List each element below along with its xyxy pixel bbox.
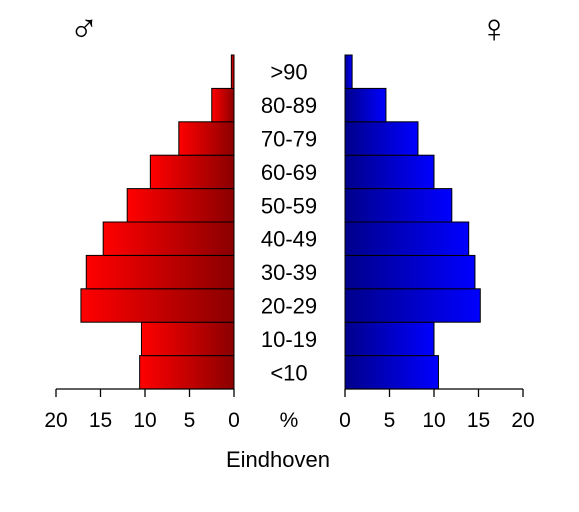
age-label-6: 60-69 — [261, 160, 317, 185]
chart-title: Eindhoven — [226, 447, 330, 472]
female-bar-3 — [344, 254, 476, 290]
male-bar-3 — [85, 254, 235, 290]
age-label-2: 20-29 — [261, 294, 317, 319]
age-group-labels: <10 10-19 20-29 30-39 40-49 50-59 60-69 70-79 80… — [261, 60, 317, 386]
female-bar-2 — [344, 288, 481, 323]
male-tick-label-0: 20 — [44, 409, 67, 432]
female-bar-4 — [344, 221, 470, 256]
age-label-4: 40-49 — [261, 227, 317, 252]
female-tick-label-0: 20 — [511, 409, 534, 432]
female-bar-6 — [344, 154, 435, 190]
female-symbol-icon: ♀ — [479, 7, 509, 51]
male-bar-0 — [139, 355, 235, 390]
age-label-1: 10-19 — [261, 327, 317, 352]
male-bars — [80, 54, 235, 390]
male-tick-label-3: 5 — [184, 409, 196, 432]
male-symbol-icon: ♂ — [69, 7, 99, 51]
male-tick-label-4: 0 — [228, 409, 240, 432]
female-tick-label-2: 10 — [422, 409, 445, 432]
female-x-axis: 20 15 10 5 0 — [339, 388, 535, 432]
age-label-9: >90 — [270, 60, 307, 85]
female-bars — [344, 54, 481, 390]
age-label-8: 80-89 — [261, 93, 317, 118]
male-x-axis: 20 15 10 5 0 — [44, 388, 240, 432]
male-bar-4 — [102, 221, 235, 256]
male-bar-1 — [140, 321, 235, 357]
male-tick-label-1: 15 — [89, 409, 112, 432]
male-bar-6 — [149, 154, 235, 190]
female-tick-label-3: 5 — [384, 409, 396, 432]
male-bar-5 — [126, 188, 235, 223]
male-bar-8 — [211, 87, 235, 123]
male-bar-2 — [80, 288, 235, 323]
female-bar-1 — [344, 321, 435, 357]
female-bar-0 — [344, 355, 439, 390]
female-tick-label-4: 0 — [339, 409, 351, 432]
age-label-3: 30-39 — [261, 260, 317, 285]
female-bar-9 — [344, 54, 353, 89]
male-bar-7 — [178, 121, 235, 156]
male-bar-9 — [230, 54, 235, 89]
age-label-7: 70-79 — [261, 127, 317, 152]
age-label-0: <10 — [270, 360, 307, 385]
female-bar-7 — [344, 121, 419, 156]
female-bar-8 — [344, 87, 387, 123]
age-label-5: 50-59 — [261, 193, 317, 218]
female-tick-label-1: 15 — [467, 409, 490, 432]
male-tick-label-2: 10 — [133, 409, 156, 432]
percent-label: % — [280, 409, 299, 432]
female-bar-5 — [344, 188, 453, 223]
